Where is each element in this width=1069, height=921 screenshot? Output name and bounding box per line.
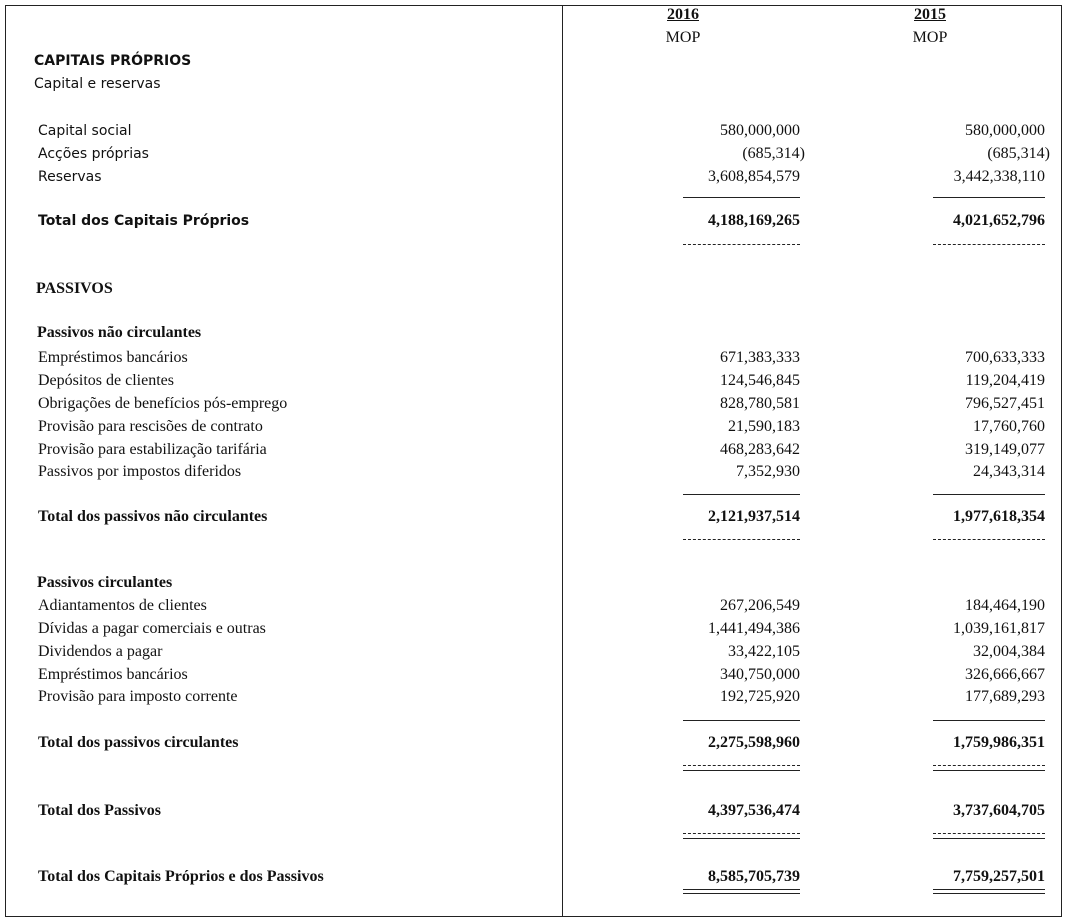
item-value: 580,000,000 — [965, 122, 1045, 139]
dashed-rule — [683, 244, 800, 245]
dashed-rule — [933, 765, 1045, 766]
item-value: 21,590,183 — [728, 418, 800, 435]
section-title: PASSIVOS — [36, 280, 113, 297]
subsection-title: Passivos circulantes — [37, 574, 173, 591]
rule — [933, 770, 1045, 771]
total-value: 8,585,705,739 — [708, 868, 800, 885]
rule — [683, 494, 800, 495]
item-value: 184,464,190 — [965, 597, 1045, 614]
item-value: (685,314) — [742, 145, 805, 162]
total-value: 1,759,986,351 — [953, 734, 1045, 751]
item-label: Empréstimos bancários — [38, 666, 188, 683]
column-unit: MOP — [912, 29, 948, 46]
rule — [933, 889, 1045, 890]
total-value: 4,188,169,265 — [708, 212, 800, 229]
rule — [933, 197, 1045, 198]
item-label: Depósitos de clientes — [38, 372, 174, 389]
item-label: Capital social — [38, 123, 132, 139]
item-value: 124,546,845 — [720, 372, 800, 389]
frame — [5, 5, 1062, 917]
dashed-rule — [933, 539, 1045, 540]
rule — [933, 720, 1045, 721]
item-value: 7,352,930 — [736, 463, 800, 480]
item-label: Provisão para estabilização tarifária — [38, 441, 267, 458]
item-label: Passivos por impostos diferidos — [38, 463, 242, 480]
dashed-rule — [683, 833, 800, 834]
item-value: 3,442,338,110 — [953, 168, 1045, 185]
item-value: 700,633,333 — [965, 349, 1045, 366]
item-value: 24,343,314 — [973, 463, 1045, 480]
item-value: 326,666,667 — [965, 666, 1045, 683]
rule — [683, 770, 800, 771]
item-value: 192,725,920 — [720, 688, 800, 705]
section-title: CAPITAIS PRÓPRIOS — [34, 53, 192, 69]
item-value: 1,441,494,386 — [708, 620, 800, 637]
item-value: 177,689,293 — [965, 688, 1045, 705]
total-value: 1,977,618,354 — [953, 508, 1045, 525]
column-year: 2016 — [667, 6, 699, 23]
item-value: (685,314) — [987, 145, 1050, 162]
item-value: 580,000,000 — [720, 122, 800, 139]
item-value: 1,039,161,817 — [953, 620, 1045, 637]
total-value: 4,021,652,796 — [953, 212, 1045, 229]
total-value: 3,737,604,705 — [953, 802, 1045, 819]
column-divider — [562, 5, 563, 916]
item-value: 3,608,854,579 — [708, 168, 800, 185]
total-label: Total dos Capitais Próprios — [38, 213, 250, 229]
item-value: 119,204,419 — [965, 372, 1045, 389]
item-value: 671,383,333 — [720, 349, 800, 366]
rule — [683, 720, 800, 721]
rule — [683, 197, 800, 198]
item-label: Provisão para rescisões de contrato — [38, 418, 263, 435]
section-subtitle: Capital e reservas — [34, 76, 161, 92]
rule — [933, 893, 1045, 894]
item-value: 33,422,105 — [728, 643, 800, 660]
item-value: 17,760,760 — [973, 418, 1045, 435]
column-unit: MOP — [665, 29, 701, 46]
item-value: 267,206,549 — [720, 597, 800, 614]
dashed-rule — [933, 244, 1045, 245]
item-value: 32,004,384 — [973, 643, 1045, 660]
item-value: 319,149,077 — [965, 441, 1045, 458]
rule — [933, 838, 1045, 839]
rule — [683, 838, 800, 839]
total-value: 2,275,598,960 — [708, 734, 800, 751]
item-label: Dividendos a pagar — [38, 643, 163, 660]
rule — [933, 494, 1045, 495]
item-label: Dívidas a pagar comerciais e outras — [38, 620, 266, 637]
item-label: Obrigações de benefícios pós-emprego — [38, 395, 288, 412]
subsection-title: Passivos não circulantes — [37, 324, 202, 341]
item-label: Adiantamentos de clientes — [38, 597, 207, 614]
item-value: 796,527,451 — [965, 395, 1045, 412]
total-label: Total dos Capitais Próprios e dos Passiv… — [38, 868, 324, 885]
rule — [683, 893, 800, 894]
item-label: Reservas — [38, 169, 102, 185]
item-value: 468,283,642 — [720, 441, 800, 458]
item-label: Provisão para imposto corrente — [38, 688, 238, 705]
total-label: Total dos passivos circulantes — [38, 734, 239, 751]
item-label: Empréstimos bancários — [38, 349, 188, 366]
dashed-rule — [933, 833, 1045, 834]
total-value: 2,121,937,514 — [708, 508, 800, 525]
item-label: Acções próprias — [38, 146, 149, 162]
item-value: 828,780,581 — [720, 395, 800, 412]
column-year: 2015 — [914, 6, 946, 23]
total-label: Total dos passivos não circulantes — [38, 508, 268, 525]
total-value: 7,759,257,501 — [953, 868, 1045, 885]
dashed-rule — [683, 539, 800, 540]
rule — [683, 889, 800, 890]
total-value: 4,397,536,474 — [708, 802, 800, 819]
total-label: Total dos Passivos — [38, 802, 161, 819]
dashed-rule — [683, 765, 800, 766]
item-value: 340,750,000 — [720, 666, 800, 683]
